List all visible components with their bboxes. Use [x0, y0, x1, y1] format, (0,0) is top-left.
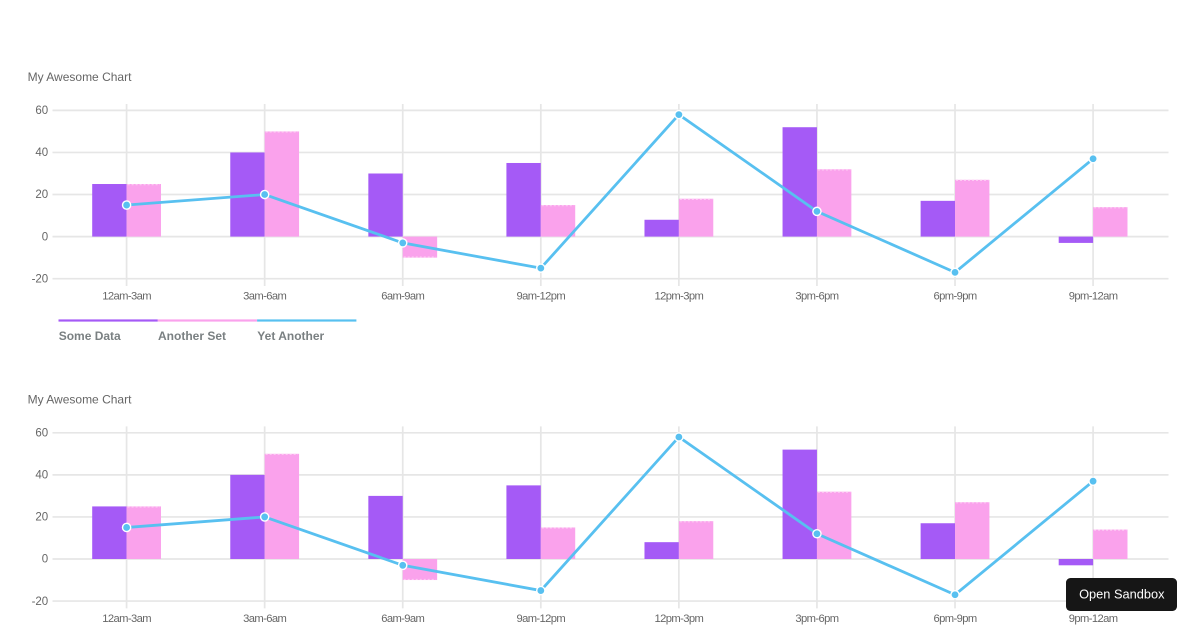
svg-text:Yet Another: Yet Another: [257, 329, 324, 343]
svg-text:0: 0: [42, 231, 48, 243]
svg-text:12pm-3pm: 12pm-3pm: [655, 613, 704, 625]
svg-text:12am-3am: 12am-3am: [102, 291, 151, 303]
svg-text:9pm-12am: 9pm-12am: [1069, 291, 1118, 303]
svg-text:0: 0: [42, 554, 48, 566]
svg-text:12am-3am: 12am-3am: [102, 613, 151, 625]
svg-text:-20: -20: [32, 596, 49, 608]
svg-text:-20: -20: [32, 273, 49, 285]
svg-text:60: 60: [35, 105, 48, 117]
svg-text:6pm-9pm: 6pm-9pm: [933, 613, 976, 625]
svg-text:3pm-6pm: 3pm-6pm: [795, 291, 838, 303]
svg-text:My Awesome Chart: My Awesome Chart: [28, 70, 132, 84]
svg-text:40: 40: [35, 470, 48, 482]
svg-text:9am-12pm: 9am-12pm: [516, 613, 565, 625]
svg-text:9pm-12am: 9pm-12am: [1069, 613, 1118, 625]
svg-text:9am-12pm: 9am-12pm: [516, 291, 565, 303]
svg-text:6pm-9pm: 6pm-9pm: [933, 291, 976, 303]
svg-text:20: 20: [35, 189, 48, 201]
svg-text:My Awesome Chart: My Awesome Chart: [28, 393, 132, 407]
svg-text:40: 40: [35, 147, 48, 159]
svg-text:Another Set: Another Set: [158, 329, 226, 343]
svg-text:12pm-3pm: 12pm-3pm: [655, 291, 704, 303]
svg-text:3am-6am: 3am-6am: [243, 291, 286, 303]
svg-text:6am-9am: 6am-9am: [381, 613, 424, 625]
svg-text:Open Sandbox: Open Sandbox: [1079, 587, 1165, 602]
svg-text:60: 60: [35, 427, 48, 439]
svg-text:3am-6am: 3am-6am: [243, 613, 286, 625]
svg-text:20: 20: [35, 512, 48, 524]
svg-text:Some Data: Some Data: [59, 329, 121, 343]
svg-text:3pm-6pm: 3pm-6pm: [795, 613, 838, 625]
svg-text:6am-9am: 6am-9am: [381, 291, 424, 303]
